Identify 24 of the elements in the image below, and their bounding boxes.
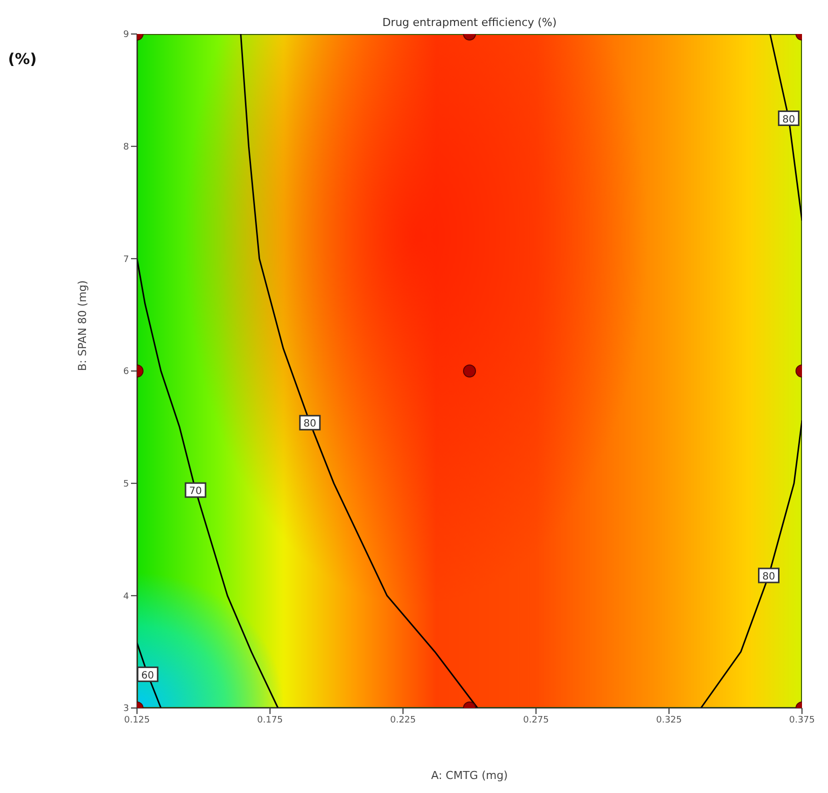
chart-title: Drug entrapment efficiency (%) [382,16,557,29]
line-series [137,258,279,708]
series-label: 80 [762,571,776,582]
y-tick-label: 5 [123,480,129,490]
x-tick-label: 0.175 [257,715,283,726]
text: (%) [8,50,37,68]
x-tick-label: 0.325 [656,715,682,726]
y-tick-label: 3 [123,704,129,714]
series-label: 70 [189,486,202,498]
series-label: 80 [304,418,316,430]
x-tick-label: 0.275 [523,715,549,726]
y-tick-label: 7 [123,254,129,265]
y-tick-label: 8 [123,142,130,153]
x-tick-label: 0.375 [789,715,815,726]
y-tick-label: 4 [123,592,130,602]
x-tick-label: 0.225 [390,715,416,726]
x-axis-title: A: CMTG (mg) [431,769,508,782]
y-tick-label: 6 [123,367,130,378]
line-series [700,420,802,708]
y-tick-label: 9 [123,30,130,40]
line-series [240,34,478,708]
x-tick-label: 0.125 [124,715,150,726]
series-label: 60 [141,670,154,682]
y-axis-title: B: SPAN 80 (mg) [76,280,89,371]
